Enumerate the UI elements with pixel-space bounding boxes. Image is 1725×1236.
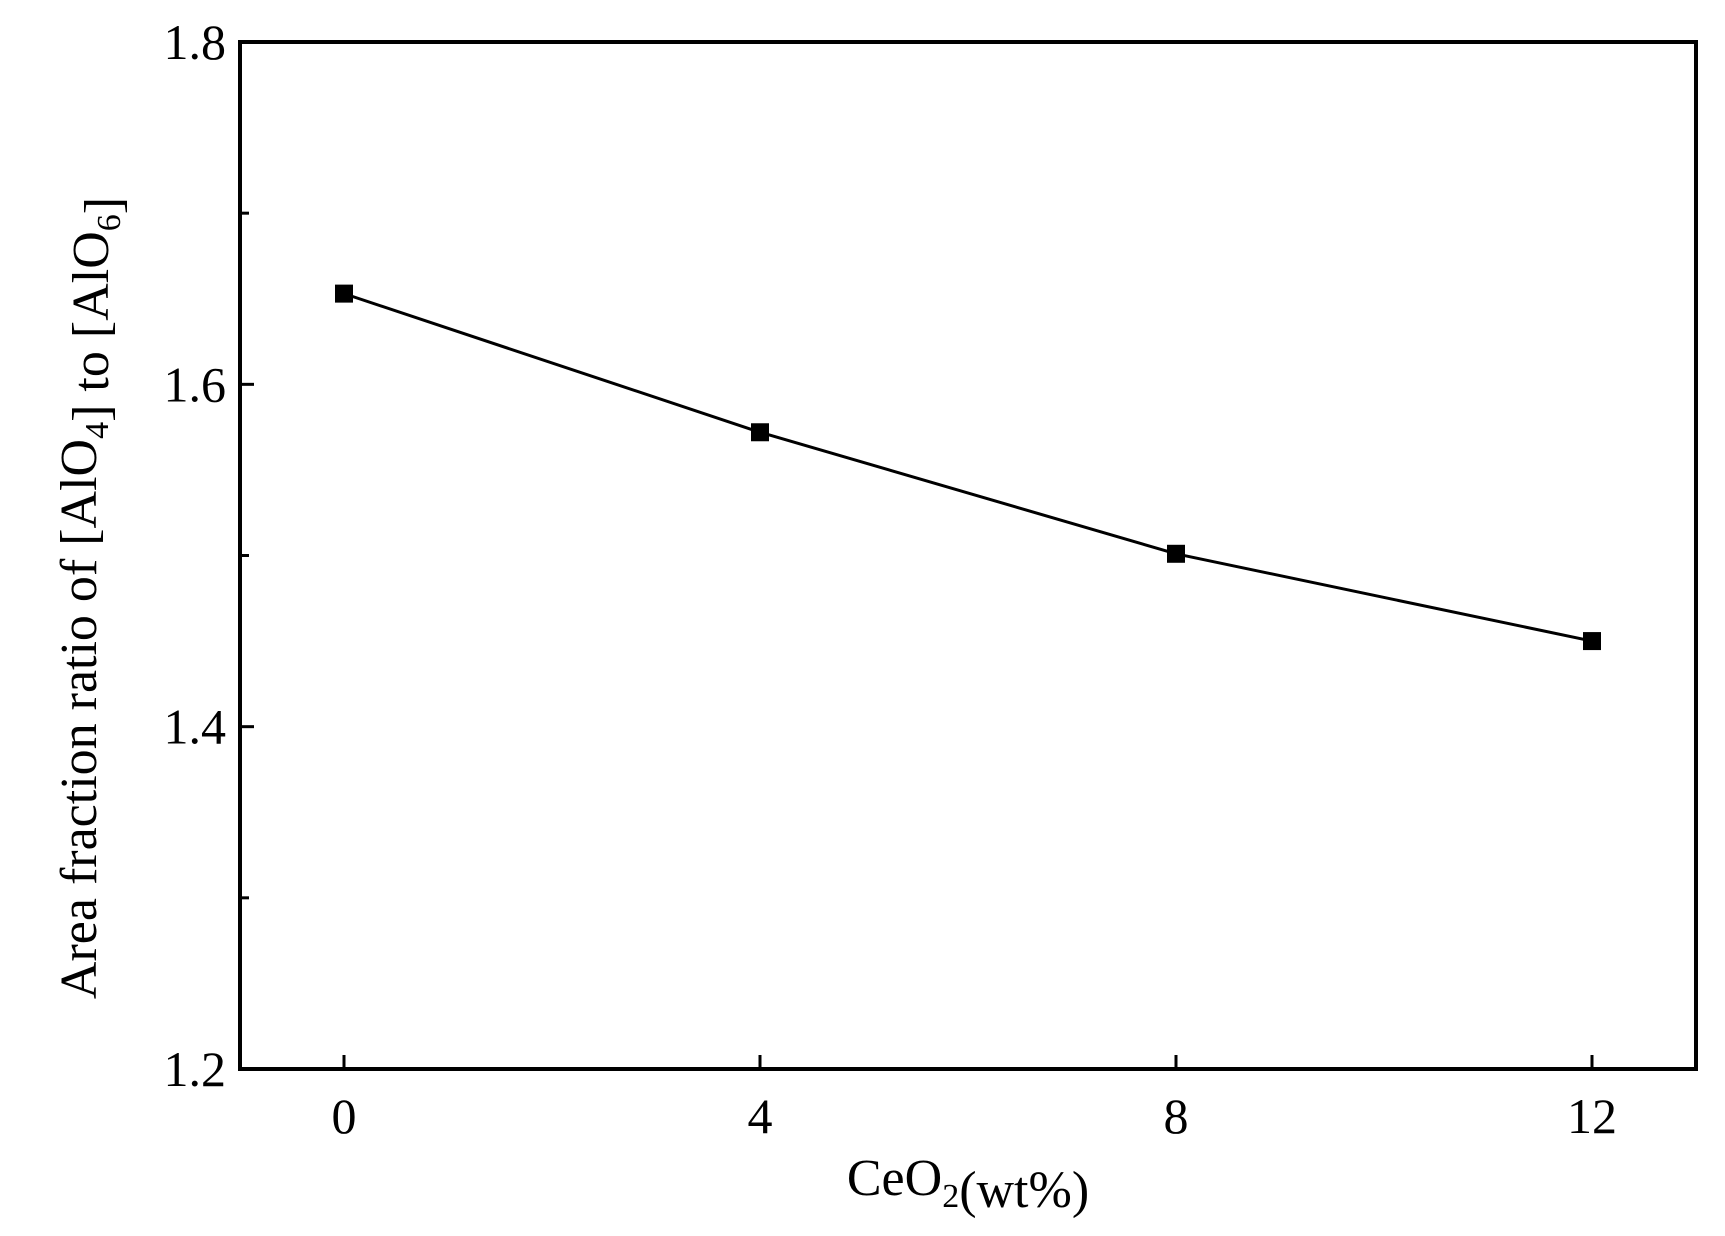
y-tick-label: 1.8 (164, 14, 227, 70)
data-point-marker (751, 423, 769, 442)
y-tick-label: 1.6 (164, 356, 227, 412)
x-axis-title: CeO2(wt%) (847, 1150, 1089, 1219)
data-point-marker (1167, 544, 1185, 563)
x-tick-label: 8 (1164, 1088, 1189, 1144)
x-tick-label: 12 (1567, 1088, 1617, 1144)
series-line (343, 292, 1593, 643)
data-point-marker (1583, 632, 1601, 651)
x-tick-label: 0 (332, 1088, 357, 1144)
data-point-marker (335, 284, 353, 303)
plot-frame (238, 40, 1698, 1071)
y-axis-title: Area fraction ratio of [AlO4] to [AlO6] (51, 197, 132, 999)
y-tick-label: 1.2 (164, 1041, 227, 1097)
x-tick-label: 4 (748, 1088, 773, 1144)
y-tick-label: 1.4 (164, 699, 227, 755)
